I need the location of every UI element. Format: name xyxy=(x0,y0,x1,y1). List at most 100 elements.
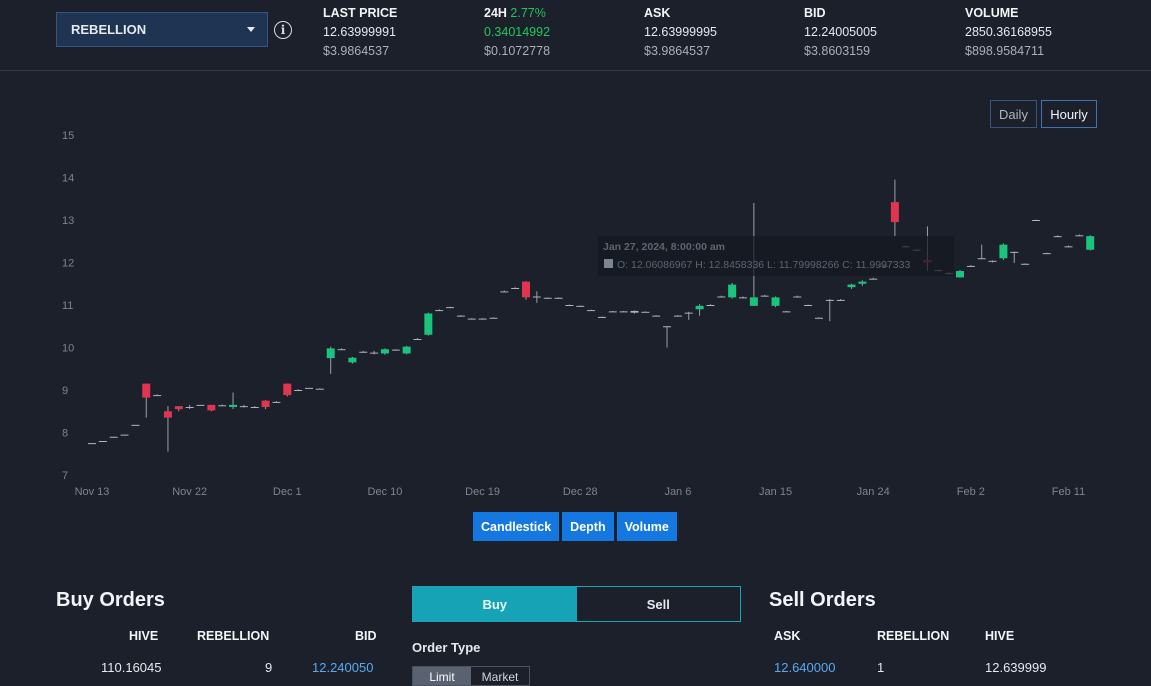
candle-body xyxy=(272,401,281,403)
sell-toggle-button[interactable]: Sell xyxy=(646,596,670,612)
x-tick-label: Jan 6 xyxy=(664,486,691,498)
candle-body xyxy=(478,318,487,320)
market-order-button[interactable]: Market xyxy=(481,670,519,684)
candle-body xyxy=(294,390,303,391)
candle-body xyxy=(608,311,617,313)
tab-depth[interactable]: Depth xyxy=(562,512,614,541)
tab-candlestick[interactable]: Candlestick xyxy=(473,512,560,541)
candle-body xyxy=(424,313,433,335)
candle-body xyxy=(131,424,140,426)
candle-body xyxy=(229,404,238,407)
hourly-button[interactable]: Hourly xyxy=(1041,100,1097,128)
candle-body xyxy=(500,291,509,293)
candle-body xyxy=(467,318,476,320)
stat-label: LAST PRICE xyxy=(323,6,398,20)
candle-body xyxy=(1053,236,1062,238)
buy-col-hive: HIVE xyxy=(129,629,159,643)
candle-body xyxy=(587,310,596,312)
x-tick-label: Dec 10 xyxy=(368,486,403,498)
y-tick-label: 11 xyxy=(62,300,73,312)
candle-body xyxy=(869,278,878,280)
limit-order-button[interactable]: Limit xyxy=(413,667,471,685)
candle-body xyxy=(359,351,368,353)
candle-body xyxy=(825,299,834,301)
candle-body xyxy=(771,297,780,306)
candle-body xyxy=(250,407,259,408)
buy-toggle-button[interactable]: Buy xyxy=(413,587,577,621)
daily-button[interactable]: Daily xyxy=(990,100,1037,128)
sell-col-hive: HIVE xyxy=(985,629,1015,643)
candle-body xyxy=(706,305,715,306)
sell-row-ask-link[interactable]: 12.640000 xyxy=(774,660,836,675)
candle-body xyxy=(532,296,541,298)
buy-orders-title: Buy Orders xyxy=(56,589,165,611)
chart-type-tabs: Candlestick Depth Volume xyxy=(473,512,677,541)
candle-body xyxy=(847,284,856,288)
candle-body xyxy=(522,281,530,298)
x-tick-label: Feb 11 xyxy=(1052,486,1085,498)
candle-body xyxy=(760,295,769,297)
stat-label: VOLUME xyxy=(965,6,1019,20)
candle-body xyxy=(174,406,183,410)
stat-last-price: LAST PRICE 12.63999991 $3.9864537 xyxy=(323,4,397,61)
candle-body xyxy=(695,305,704,310)
stat-value: 12.63999991 xyxy=(323,25,396,39)
candle-body xyxy=(988,260,997,262)
candle-body xyxy=(673,315,682,317)
candle-body xyxy=(1086,236,1095,250)
candle-body xyxy=(619,311,628,313)
stat-label: BID xyxy=(804,6,826,20)
buy-col-rebellion: REBELLION xyxy=(197,629,270,643)
stat-usd: $3.9864537 xyxy=(323,44,390,58)
x-tick-label: Jan 15 xyxy=(759,486,792,498)
x-tick-label: Nov 13 xyxy=(75,486,110,498)
candle-body xyxy=(1042,253,1051,255)
order-type-selector: Limit Market xyxy=(412,666,530,686)
candle-body xyxy=(999,244,1008,259)
candle-body xyxy=(305,387,313,389)
candle-body xyxy=(218,405,227,407)
candle-body xyxy=(956,271,964,278)
candle-body xyxy=(749,297,758,306)
stat-bid: BID 12.24005005 $3.8603159 xyxy=(804,4,877,61)
stat-label-text: 24H xyxy=(484,6,507,20)
candle-body xyxy=(663,326,672,328)
candle-body xyxy=(1031,220,1040,221)
candle-body xyxy=(652,315,661,317)
candle-body xyxy=(326,348,335,359)
buy-row-bid-link[interactable]: 12.240050 xyxy=(312,660,374,675)
candle-body xyxy=(576,305,585,307)
caret-down-icon xyxy=(247,27,255,32)
y-tick-label: 12 xyxy=(62,258,74,270)
tooltip-swatch xyxy=(604,259,613,268)
candle-body xyxy=(456,315,465,317)
candle-body xyxy=(391,349,400,351)
candlestick-chart[interactable]: 7 8 9 10 11 12 13 14 15 Nov 13 Nov 22 Dec 1 Dec 10 De… xyxy=(0,120,1151,505)
y-tick-label: 8 xyxy=(62,428,68,440)
x-tick-label: Dec 1 xyxy=(273,486,302,498)
y-tick-label: 7 xyxy=(62,470,68,482)
token-select[interactable]: REBELLION xyxy=(56,12,268,47)
x-tick-label: Jan 24 xyxy=(857,486,890,498)
candle-body xyxy=(142,383,151,398)
candle-body xyxy=(98,441,107,442)
y-tick-label: 13 xyxy=(62,215,74,227)
stat-usd: $3.9864537 xyxy=(644,44,711,58)
candle-body xyxy=(814,317,823,319)
stat-usd: $0.1072778 xyxy=(484,44,551,58)
candle-body xyxy=(163,411,172,418)
candle-body xyxy=(239,406,248,408)
info-icon[interactable]: i xyxy=(274,21,292,39)
buy-col-bid: BID xyxy=(355,629,377,643)
candle-body xyxy=(1021,263,1030,265)
candle-body xyxy=(88,443,96,445)
candle-body xyxy=(337,349,346,351)
sell-col-rebellion: REBELLION xyxy=(877,629,950,643)
order-type-label: Order Type xyxy=(412,640,481,655)
candle-body xyxy=(380,349,389,354)
candle-body xyxy=(153,395,162,397)
y-tick-label: 14 xyxy=(62,173,74,185)
candle-body xyxy=(793,296,802,298)
tab-volume[interactable]: Volume xyxy=(616,512,677,541)
candle-body xyxy=(283,383,292,396)
